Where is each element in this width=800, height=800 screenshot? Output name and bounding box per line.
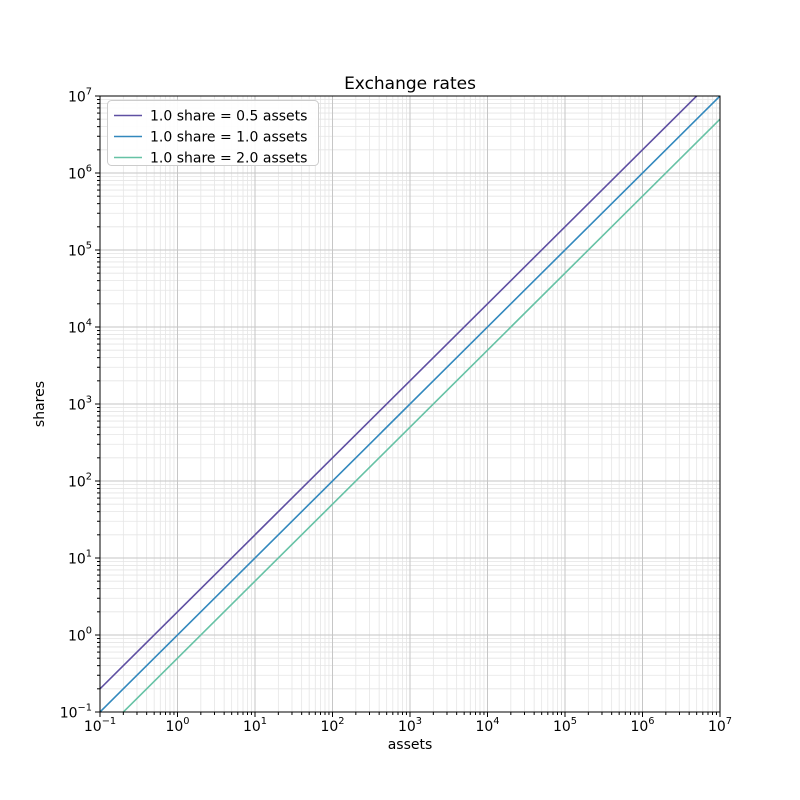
x-tick-label: 102 [320,716,344,735]
x-tick-label: 10−1 [84,716,116,735]
legend-box [107,100,319,166]
x-tick-label: 105 [553,716,577,735]
axis-ticks [95,95,721,717]
y-tick-label: 101 [68,549,92,568]
legend-label-2: 1.0 share = 2.0 assets [150,151,307,167]
y-tick-label: 10−1 [60,703,92,722]
x-tick-label: 107 [708,716,732,735]
x-tick-label: 100 [165,716,189,735]
series-lines [100,96,720,712]
y-tick-label: 100 [68,626,92,645]
x-tick-label: 106 [630,716,654,735]
y-tick-label: 106 [68,164,92,183]
legend-label-0: 1.0 share = 0.5 assets [150,109,307,125]
series-line-2 [122,118,720,712]
y-tick-label: 105 [68,241,92,260]
y-axis-label: shares [32,381,48,427]
y-tick-label: 102 [68,472,92,491]
tick-labels: 10−110−1 100 100 101 101 102 102 103 103 104 104 10… [60,87,732,736]
y-tick-label: 107 [68,87,92,106]
legend: 1.0 share = 0.5 assets 1.0 share = 1.0 as… [107,100,319,167]
y-tick-label: 103 [68,395,92,414]
series-line-1 [100,96,720,712]
y-tick-label: 104 [68,318,92,337]
x-tick-label: 103 [398,716,422,735]
series-line-0 [100,96,698,690]
legend-label-1: 1.0 share = 1.0 assets [150,130,307,146]
chart-title: Exchange rates [344,74,476,94]
x-tick-label: 104 [475,716,499,735]
x-tick-label: 101 [243,716,267,735]
x-axis-label: assets [388,737,433,753]
